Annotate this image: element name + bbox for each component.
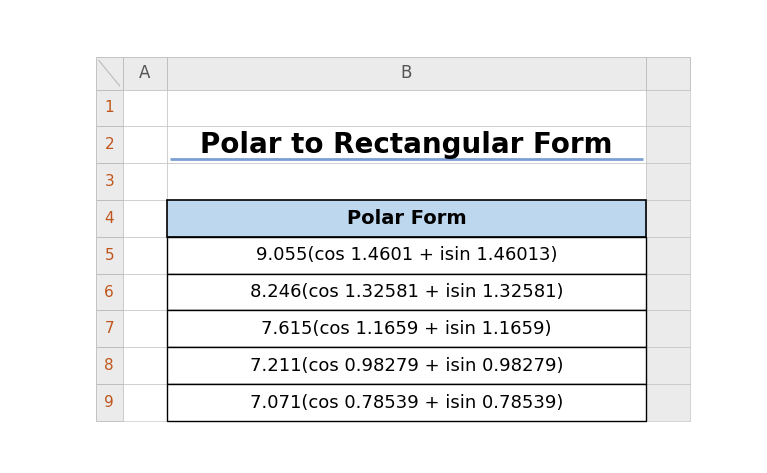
FancyBboxPatch shape xyxy=(96,237,123,274)
FancyBboxPatch shape xyxy=(123,126,167,163)
FancyBboxPatch shape xyxy=(167,200,646,237)
FancyBboxPatch shape xyxy=(96,57,123,89)
Text: 9: 9 xyxy=(104,395,114,410)
FancyBboxPatch shape xyxy=(123,384,167,421)
FancyBboxPatch shape xyxy=(167,347,646,384)
FancyBboxPatch shape xyxy=(167,384,646,421)
Text: 3: 3 xyxy=(104,174,114,189)
FancyBboxPatch shape xyxy=(646,310,690,347)
FancyBboxPatch shape xyxy=(167,163,646,200)
FancyBboxPatch shape xyxy=(123,347,167,384)
FancyBboxPatch shape xyxy=(96,310,123,347)
Text: 2: 2 xyxy=(104,137,114,152)
FancyBboxPatch shape xyxy=(123,274,167,310)
FancyBboxPatch shape xyxy=(123,89,167,126)
Text: 1: 1 xyxy=(104,100,114,115)
FancyBboxPatch shape xyxy=(123,163,167,200)
FancyBboxPatch shape xyxy=(167,237,646,274)
FancyBboxPatch shape xyxy=(96,163,123,200)
FancyBboxPatch shape xyxy=(646,347,690,384)
FancyBboxPatch shape xyxy=(123,200,167,237)
FancyBboxPatch shape xyxy=(167,89,646,126)
FancyBboxPatch shape xyxy=(167,347,646,384)
Text: 9.055(cos 1.4601 + isin 1.46013): 9.055(cos 1.4601 + isin 1.46013) xyxy=(255,246,557,264)
FancyBboxPatch shape xyxy=(646,274,690,310)
Text: 6: 6 xyxy=(104,285,114,299)
Text: Polar Form: Polar Form xyxy=(347,209,466,228)
FancyBboxPatch shape xyxy=(167,200,646,237)
Text: 8.246(cos 1.32581 + isin 1.32581): 8.246(cos 1.32581 + isin 1.32581) xyxy=(250,283,563,301)
FancyBboxPatch shape xyxy=(167,310,646,347)
FancyBboxPatch shape xyxy=(96,347,123,384)
FancyBboxPatch shape xyxy=(96,89,123,126)
FancyBboxPatch shape xyxy=(123,237,167,274)
Text: 8: 8 xyxy=(104,358,114,373)
FancyBboxPatch shape xyxy=(167,274,646,310)
FancyBboxPatch shape xyxy=(167,384,646,421)
Text: 7.071(cos 0.78539 + isin 0.78539): 7.071(cos 0.78539 + isin 0.78539) xyxy=(250,394,563,412)
FancyBboxPatch shape xyxy=(646,89,690,126)
FancyBboxPatch shape xyxy=(167,274,646,310)
FancyBboxPatch shape xyxy=(96,200,123,237)
FancyBboxPatch shape xyxy=(646,163,690,200)
FancyBboxPatch shape xyxy=(123,310,167,347)
Text: 7.211(cos 0.98279 + isin 0.98279): 7.211(cos 0.98279 + isin 0.98279) xyxy=(250,357,563,375)
FancyBboxPatch shape xyxy=(96,384,123,421)
FancyBboxPatch shape xyxy=(646,57,690,89)
FancyBboxPatch shape xyxy=(123,57,167,89)
FancyBboxPatch shape xyxy=(96,126,123,163)
FancyBboxPatch shape xyxy=(646,200,690,237)
Text: B: B xyxy=(401,64,412,82)
FancyBboxPatch shape xyxy=(646,126,690,163)
FancyBboxPatch shape xyxy=(96,274,123,310)
Text: 7.615(cos 1.1659 + isin 1.1659): 7.615(cos 1.1659 + isin 1.1659) xyxy=(262,320,551,338)
FancyBboxPatch shape xyxy=(646,384,690,421)
Text: A: A xyxy=(140,64,150,82)
FancyBboxPatch shape xyxy=(167,126,646,163)
FancyBboxPatch shape xyxy=(646,237,690,274)
FancyBboxPatch shape xyxy=(167,237,646,274)
Text: 4: 4 xyxy=(104,211,114,226)
FancyBboxPatch shape xyxy=(167,310,646,347)
Text: Polar to Rectangular Form: Polar to Rectangular Form xyxy=(200,131,613,159)
FancyBboxPatch shape xyxy=(167,57,646,89)
Text: 7: 7 xyxy=(104,322,114,336)
Text: 5: 5 xyxy=(104,248,114,263)
